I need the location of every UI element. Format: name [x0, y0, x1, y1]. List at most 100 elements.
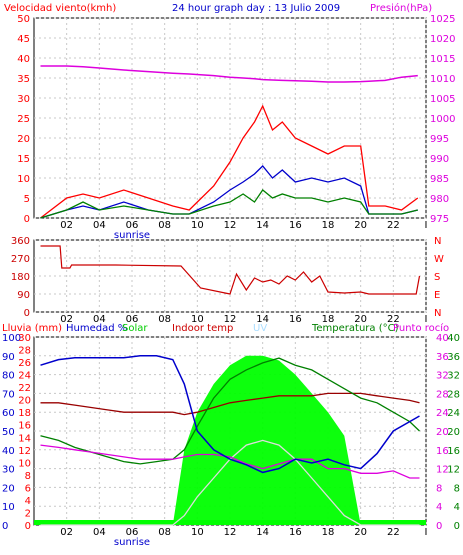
pressure-y-tick: 995	[430, 134, 449, 145]
wind-panel-x-tick: 04	[93, 220, 106, 231]
compass-label: N	[434, 236, 441, 247]
legend-rain: Lluvia (mm)	[2, 323, 62, 334]
solar-y-tick: 0	[436, 521, 442, 532]
direction-y-tick: 270	[11, 254, 30, 265]
rain-y-tick: 20	[18, 396, 31, 407]
pressure-y-tick: 980	[430, 194, 449, 205]
solar-y-tick: 28	[436, 389, 449, 400]
solar-y-tick: 16	[436, 446, 449, 457]
compass-label: W	[434, 254, 444, 265]
direction-y-tick: 180	[11, 272, 30, 283]
pressure-axis-title: Presión(hPa)	[370, 2, 432, 14]
rain-y-tick: 30	[18, 333, 31, 344]
series-humidity	[40, 355, 420, 474]
rain-y-tick: 14	[18, 433, 31, 444]
solar-y-tick: 32	[436, 371, 449, 382]
direction-panel-x-tick: I	[425, 314, 428, 325]
direction-y-tick: 90	[17, 290, 30, 301]
legend-indoor-temp: Indoor temp	[172, 323, 233, 334]
wind-panel-x-tick: 10	[191, 220, 204, 231]
wind-y-tick: 35	[17, 74, 30, 85]
legend-humidity: Humedad %	[66, 323, 127, 334]
temp-panel-x-tick: 16	[289, 527, 302, 538]
pressure-y-tick: 1005	[430, 94, 455, 105]
temp-y-tick: 8	[454, 483, 460, 494]
wind-panel-x-tick: 18	[322, 220, 335, 231]
compass-label: N	[434, 308, 441, 319]
legend-uv: UV	[253, 323, 267, 334]
solar-y-tick: 12	[436, 465, 449, 476]
wind-y-tick: 50	[17, 14, 30, 25]
wind-y-tick: 45	[17, 34, 30, 45]
pressure-y-tick: 985	[430, 174, 449, 185]
wind-y-tick: 15	[17, 154, 30, 165]
series-wind	[40, 189, 418, 219]
direction-panel-x-tick: 18	[322, 314, 335, 325]
direction-y-tick: 0	[24, 308, 30, 319]
direction-panel-x-tick: 04	[93, 314, 106, 325]
temp-y-tick: 12	[447, 465, 460, 476]
humidity-y-tick: 90	[2, 352, 15, 363]
rain-y-tick: 0	[25, 521, 31, 532]
legend-dew-point: Punto rocío	[393, 322, 449, 334]
series-pressure	[40, 65, 418, 83]
solar-y-tick: 24	[436, 408, 449, 419]
solar-y-tick: 8	[436, 483, 442, 494]
direction-y-tick: 360	[11, 236, 30, 247]
pressure-y-tick: 975	[430, 214, 449, 225]
series-solar	[40, 355, 420, 525]
wind-y-tick: 0	[24, 214, 30, 225]
pressure-y-tick: 1015	[430, 54, 455, 65]
solar-y-tick: 40	[436, 333, 449, 344]
wind-y-tick: 40	[17, 54, 30, 65]
compass-label: S	[434, 272, 440, 283]
wind-panel-x-tick: 22	[387, 220, 400, 231]
sunrise-label-top: sunrise	[114, 230, 150, 241]
wind-panel-x-tick: 14	[256, 220, 269, 231]
temp-y-tick: 24	[447, 408, 460, 419]
rain-y-tick: 4	[25, 496, 31, 507]
wind-panel-x-tick: 06	[126, 220, 139, 231]
temp-panel-x-tick: 04	[93, 527, 106, 538]
temp-y-tick: 20	[447, 427, 460, 438]
compass-label: E	[434, 290, 440, 301]
temp-y-tick: 0	[454, 521, 460, 532]
temp-panel-x-tick: 22	[387, 527, 400, 538]
direction-panel-x-tick: 22	[387, 314, 400, 325]
direction-panel-x-tick: 08	[158, 314, 171, 325]
temp-panel-x-tick: 02	[60, 527, 73, 538]
wind-panel-x-tick: I	[425, 220, 428, 231]
direction-panel-x-tick: 02	[60, 314, 73, 325]
wind-panel-x-tick: 20	[354, 220, 367, 231]
rain-y-tick: 12	[18, 446, 31, 457]
wind-panel-x-tick: 16	[289, 220, 302, 231]
wind-y-tick: 10	[17, 174, 30, 185]
direction-panel-x-tick: 14	[256, 314, 269, 325]
humidity-y-tick: 20	[2, 483, 15, 494]
wind-y-tick: 25	[17, 114, 30, 125]
solar-y-tick: 4	[436, 502, 442, 513]
series-indoor	[40, 392, 420, 416]
direction-panel-x-tick: 12	[224, 314, 237, 325]
temp-y-tick: 16	[447, 446, 460, 457]
humidity-y-tick: 40	[2, 446, 15, 457]
humidity-y-tick: 50	[2, 427, 15, 438]
chart-marks: 0510152025303540455097598098599099510001…	[2, 14, 460, 548]
humidity-y-tick: 100	[2, 333, 21, 344]
rain-y-tick: 22	[18, 383, 31, 394]
wind-panel-x-tick: 12	[224, 220, 237, 231]
temp-y-tick: 4	[454, 502, 460, 513]
wind-panel-x-tick: 02	[60, 220, 73, 231]
series-rain-band	[34, 520, 426, 525]
series-dew_point	[40, 444, 420, 479]
temp-y-tick: 40	[447, 333, 460, 344]
temp-panel-x-tick: 06	[126, 527, 139, 538]
wind-y-tick: 5	[24, 194, 30, 205]
temp-panel-x-tick: 12	[224, 527, 237, 538]
humidity-y-tick: 10	[2, 502, 15, 513]
bottom-legend: Lluvia (mm) Humedad % Solar Indoor temp …	[2, 322, 449, 334]
rain-y-tick: 26	[18, 358, 31, 369]
rain-y-tick: 8	[25, 471, 31, 482]
pressure-y-tick: 990	[430, 154, 449, 165]
humidity-y-tick: 70	[2, 389, 15, 400]
